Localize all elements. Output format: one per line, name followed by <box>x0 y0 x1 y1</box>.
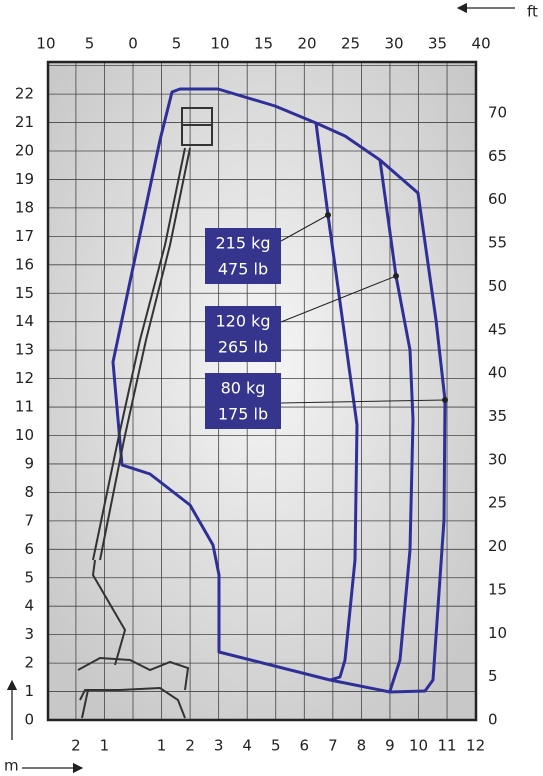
right-tick-label: 20 <box>488 537 507 555</box>
load-lb: 475 lb <box>218 260 268 279</box>
bottom-tick-label: 11 <box>438 737 457 755</box>
left-tick-label: 22 <box>15 85 34 103</box>
right-tick-label: 50 <box>488 277 507 295</box>
top-tick-label: 10 <box>210 35 229 53</box>
left-tick-label: 17 <box>15 227 34 245</box>
top-tick-label: 30 <box>385 35 404 53</box>
leader-line <box>280 214 329 242</box>
right-tick-label: 0 <box>488 711 498 729</box>
load-box <box>205 306 281 362</box>
left-tick-label: 11 <box>15 398 34 416</box>
bottom-tick-label: 7 <box>328 737 338 755</box>
left-tick-label: 10 <box>15 426 34 444</box>
load-labels: 215 kg 475 lb 120 kg 265 lb 80 kg 175 lb <box>205 212 448 429</box>
right-tick-label: 40 <box>488 364 507 382</box>
ft-unit: ft <box>527 3 538 21</box>
right-tick-label: 65 <box>488 147 507 165</box>
bottom-tick-label: 1 <box>100 737 110 755</box>
right-tick-label: 30 <box>488 450 507 468</box>
leader-line <box>280 399 446 404</box>
bottom-tick-label: 6 <box>300 737 310 755</box>
right-tick-label: 15 <box>488 580 507 598</box>
load-kg: 120 kg <box>215 312 270 331</box>
top-tick-label: 5 <box>172 35 182 53</box>
top-tick-label: 5 <box>85 35 95 53</box>
axis-labels: 0123456789101112131415161718192021220510… <box>15 35 507 755</box>
load-kg: 215 kg <box>215 234 270 253</box>
left-tick-label: 19 <box>15 170 34 188</box>
right-tick-label: 70 <box>488 103 507 121</box>
right-tick-label: 25 <box>488 494 507 512</box>
left-tick-label: 8 <box>24 483 34 501</box>
left-tick-label: 14 <box>15 312 34 330</box>
left-tick-label: 5 <box>24 568 34 586</box>
bottom-tick-label: 10 <box>409 737 428 755</box>
right-tick-label: 10 <box>488 624 507 642</box>
leader-line <box>280 275 397 323</box>
left-tick-label: 13 <box>15 341 34 359</box>
bottom-tick-label: 5 <box>271 737 281 755</box>
m-unit: m <box>4 757 19 775</box>
bottom-tick-label: 4 <box>242 737 252 755</box>
right-tick-label: 5 <box>488 667 498 685</box>
right-tick-label: 60 <box>488 190 507 208</box>
left-tick-label: 0 <box>24 711 34 729</box>
top-tick-label: 10 <box>36 35 55 53</box>
top-tick-label: 20 <box>297 35 316 53</box>
right-tick-label: 55 <box>488 234 507 252</box>
left-tick-label: 6 <box>24 540 34 558</box>
bottom-tick-label: 1 <box>157 737 167 755</box>
load-lb: 175 lb <box>218 405 268 424</box>
load-kg: 80 kg <box>221 379 266 398</box>
left-tick-label: 3 <box>24 625 34 643</box>
top-tick-label: 25 <box>341 35 360 53</box>
bottom-tick-label: 3 <box>214 737 224 755</box>
load-box <box>205 228 281 284</box>
bottom-tick-label: 2 <box>71 737 81 755</box>
leader-dot <box>442 397 448 403</box>
bottom-tick-label: 8 <box>357 737 367 755</box>
top-tick-label: 15 <box>254 35 273 53</box>
bottom-tick-label: 2 <box>185 737 195 755</box>
plot-frame <box>46 60 478 722</box>
machine <box>77 107 213 719</box>
leader-dot <box>393 273 399 279</box>
left-tick-label: 1 <box>24 682 34 700</box>
bottom-tick-label: 12 <box>466 737 485 755</box>
top-tick-label: 35 <box>428 35 447 53</box>
load-box <box>205 373 281 429</box>
left-tick-label: 7 <box>24 511 34 529</box>
outer-envelope <box>111 87 447 694</box>
top-tick-label: 0 <box>128 35 138 53</box>
load-lb: 265 lb <box>218 338 268 357</box>
top-tick-label: 40 <box>472 35 491 53</box>
left-tick-label: 20 <box>15 142 34 160</box>
left-tick-label: 21 <box>15 113 34 131</box>
right-tick-label: 35 <box>488 407 507 425</box>
left-tick-label: 2 <box>24 654 34 672</box>
left-tick-label: 12 <box>15 369 34 387</box>
left-tick-label: 15 <box>15 284 34 302</box>
right-tick-label: 45 <box>488 320 507 338</box>
left-tick-label: 4 <box>24 597 34 615</box>
leader-dot <box>325 212 331 218</box>
bottom-tick-label: 9 <box>385 737 395 755</box>
left-tick-label: 9 <box>24 454 34 472</box>
left-tick-label: 16 <box>15 255 34 273</box>
left-tick-label: 18 <box>15 198 34 216</box>
